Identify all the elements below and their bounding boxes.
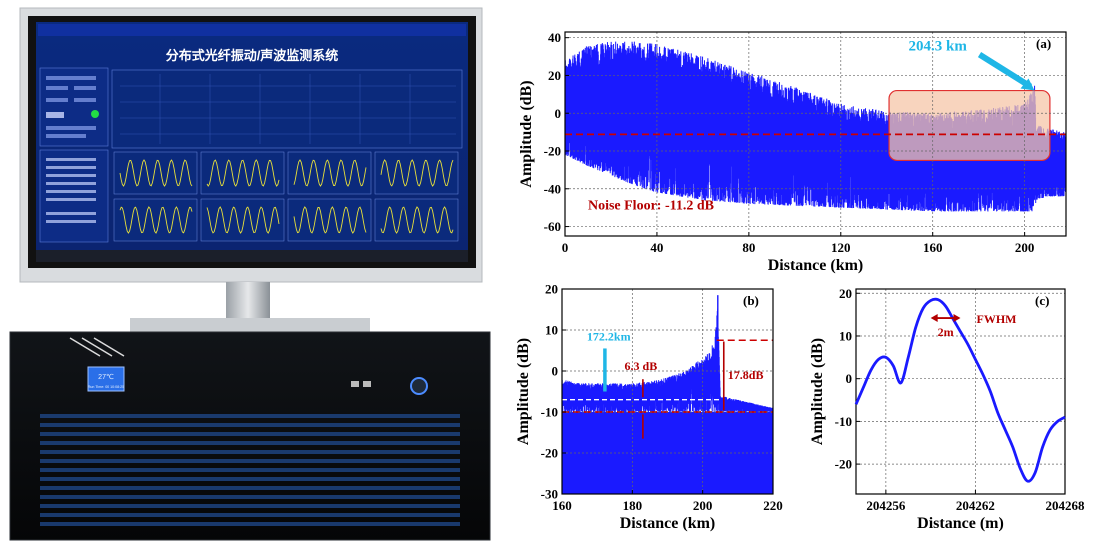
x-tick-label: 120	[831, 240, 851, 255]
chart-c: 204256 204262 204268 20 10 0 -10 -20 Distance (m…	[809, 286, 1085, 532]
waveform-thumbnail	[374, 198, 459, 242]
waveform-thumbnail	[374, 151, 459, 195]
waveform-thumbnail	[200, 198, 285, 242]
y-tick-label: 10	[545, 323, 558, 338]
y-tick-label: -20	[544, 144, 561, 159]
x-tick-label: 40	[650, 240, 663, 255]
y-tick-label: 0	[555, 106, 562, 121]
y-tick-label: -30	[541, 487, 558, 502]
y-tick-label: 0	[846, 371, 853, 386]
waveform-thumbnail	[287, 151, 372, 195]
panel-label: (a)	[1036, 36, 1051, 51]
waveform-thumbnail	[287, 198, 372, 242]
lcd-temperature: 27℃	[98, 374, 114, 381]
screen-main-plot	[111, 69, 463, 149]
y-axis-label: Amplitude (dB)	[515, 338, 532, 445]
power-button[interactable]	[410, 377, 428, 395]
end-arrowhead-icon	[1020, 78, 1035, 91]
waveform-thumbnail	[113, 151, 198, 195]
y-tick-label: -40	[544, 181, 561, 196]
chassis-vent	[40, 414, 460, 526]
plot-frame	[561, 288, 774, 495]
screen-titlebar	[38, 24, 466, 36]
y-tick-label: -10	[541, 405, 558, 420]
monitor-stand	[226, 282, 270, 320]
panel-label: (c)	[1035, 293, 1049, 308]
chart-b: 160 180 200 220 20 10 0 -10 -20 -30 Distance (km) A…	[515, 282, 783, 532]
y-tick-label: 0	[552, 364, 559, 379]
y-tick-label: 20	[548, 68, 561, 83]
x-tick-label: 160	[552, 498, 572, 513]
x-axis-label: Distance (km)	[768, 257, 864, 274]
lcd-runtime: Run Time: 00 10:08:25	[88, 385, 124, 389]
x-axis-label: Distance (km)	[620, 515, 716, 532]
x-tick-label: 204262	[956, 498, 995, 513]
fwhm-arrowhead-left-icon	[930, 314, 938, 323]
peak-dynamic-range-label: 17.8dB	[728, 368, 764, 382]
screen-control-panel	[39, 67, 109, 147]
panel-label: (b)	[743, 293, 759, 308]
marker-distance-label: 172.2km	[587, 329, 631, 343]
status-led-icon	[91, 110, 99, 118]
x-tick-label: 80	[742, 240, 755, 255]
x-tick-label: 200	[1015, 240, 1035, 255]
fwhm-label: FWHM	[977, 312, 1017, 326]
end-region-highlight	[888, 89, 1051, 162]
plot-frame	[855, 288, 1066, 495]
waveform-thumbnail	[200, 151, 285, 195]
x-tick-label: 200	[693, 498, 713, 513]
screen-waveform-grid	[113, 151, 459, 242]
y-tick-label: -20	[541, 446, 558, 461]
end-arrow-icon	[977, 52, 1033, 90]
fwhm-width-label: 2m	[938, 325, 954, 339]
waveform-thumbnail	[113, 198, 198, 242]
noise-floor-label: Noise Floor: -11.2 dB	[588, 199, 714, 214]
usb-port-icon	[363, 381, 371, 387]
x-tick-label: 220	[763, 498, 783, 513]
y-tick-label: 20	[545, 282, 558, 297]
y-axis-label: Amplitude (dB)	[518, 80, 535, 187]
end-distance-label: 204.3 km	[909, 39, 968, 55]
x-tick-label: 0	[562, 240, 569, 255]
screen-title: 分布式光纤振动/声波监测系统	[166, 48, 339, 63]
reflection-peak-curve	[854, 297, 1066, 483]
fwhm-arrowhead-right-icon	[953, 314, 961, 323]
x-tick-label: 180	[623, 498, 643, 513]
y-axis-label: Amplitude (dB)	[809, 338, 826, 445]
y-tick-label: -20	[835, 457, 852, 472]
y-tick-label: 10	[839, 329, 852, 344]
snr-label: 6.3 dB	[625, 359, 658, 373]
x-axis-label: Distance (m)	[917, 515, 1004, 532]
screen-taskbar	[36, 250, 468, 262]
screen-channel-list	[39, 149, 109, 243]
x-tick-label: 160	[923, 240, 943, 255]
y-tick-label: -10	[835, 414, 852, 429]
x-tick-label: 204268	[1046, 498, 1086, 513]
lcd-display	[87, 366, 125, 392]
y-tick-label: 40	[548, 30, 561, 45]
y-tick-label: 20	[839, 286, 852, 301]
plot-frame	[564, 31, 1067, 237]
usb-port-icon	[351, 381, 359, 387]
x-tick-label: 204256	[866, 498, 906, 513]
y-tick-label: -60	[544, 219, 561, 234]
instrument-photo: 分布式光纤振动/声波监测系统	[9, 7, 491, 541]
